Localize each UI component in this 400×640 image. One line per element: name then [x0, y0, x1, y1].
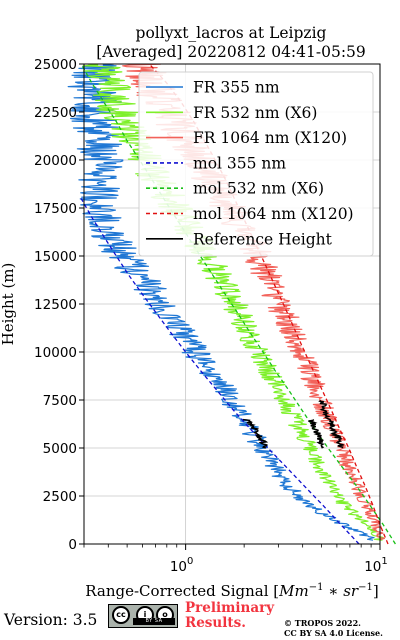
reference-height-segment — [318, 399, 344, 449]
y-axis-label: Height (m) — [0, 263, 17, 346]
cc-badge-label: BY SA — [133, 618, 175, 625]
x-tick-label: 101 — [364, 556, 388, 575]
copyright-line-2: CC BY SA 4.0 License. — [284, 627, 383, 638]
x-tick-label: 100 — [170, 556, 194, 575]
legend-label-mol-355-nm: mol 355 nm — [193, 154, 286, 172]
y-tick-label: 5000 — [43, 441, 77, 457]
legend-box — [138, 71, 374, 257]
series-line-mol-355-nm — [80, 198, 360, 545]
legend-label-fr-355-nm: FR 355 nm — [193, 79, 280, 97]
chart-title-line-2: [Averaged] 20220812 04:41-05:59 — [96, 43, 366, 61]
legend-label-reference-height: Reference Height — [193, 230, 333, 248]
copyright-line-1: © TROPOS 2022. — [284, 618, 361, 628]
preliminary-results-note: Preliminary Results. — [185, 601, 274, 631]
y-axis-ticks: 0 2500 5000 7500 10000 12500 15000 17500 20000 22… — [34, 57, 84, 553]
series-line-mol-532-nm-x6 — [80, 63, 396, 545]
chart: pollyxt_lacros at Leipzig [Averaged] 202… — [0, 24, 396, 600]
x-axis-label: Range-Corrected Signal [Mm−1 ∗ sr−1] — [85, 582, 378, 600]
y-tick-label: 0 — [68, 537, 77, 553]
legend-label-fr-1064-nm-x120: FR 1064 nm (X120) — [193, 129, 347, 147]
legend-label-mol-1064-nm-x120: mol 1064 nm (X120) — [193, 205, 354, 223]
legend-label-mol-532-nm-x6: mol 532 nm (X6) — [193, 180, 324, 198]
x-axis-label-prefix: Range-Corrected Signal [ — [85, 582, 279, 600]
y-tick-label: 15000 — [34, 249, 77, 265]
y-tick-label: 20000 — [34, 153, 77, 169]
legend: FR 355 nm FR 532 nm (X6) FR 1064 nm (X120)… — [138, 71, 374, 257]
x-axis-ticks: 100 101 — [83, 544, 388, 575]
cc-license-badge: cc i o BY SA — [108, 604, 178, 628]
series-line-mol-1064-nm-x120 — [148, 63, 389, 545]
y-tick-label: 17500 — [34, 201, 77, 217]
x-axis-label-unit-2: sr — [343, 582, 359, 600]
x-axis-label-exp-2: −1 — [358, 582, 373, 593]
x-axis-label-unit-1: Mm — [278, 582, 309, 600]
legend-label-fr-532-nm-x6: FR 532 nm (X6) — [193, 104, 317, 122]
reference-height-layer — [242, 399, 344, 449]
x-axis-label-suffix: ] — [373, 582, 379, 600]
y-tick-label: 10000 — [34, 345, 77, 361]
y-tick-label: 7500 — [43, 393, 77, 409]
preliminary-line-2: Results. — [185, 615, 246, 631]
y-tick-label: 2500 — [43, 489, 77, 505]
series-line-fr-355-nm — [67, 63, 375, 541]
copyright-note: © TROPOS 2022. CC BY SA 4.0 License. — [284, 618, 383, 638]
cc-icon: cc — [112, 606, 130, 624]
reference-height-segment — [308, 419, 325, 449]
x-axis-label-exp-1: −1 — [309, 582, 324, 593]
reference-height-segment — [242, 418, 269, 449]
x-axis-label-mid: ∗ — [324, 582, 344, 600]
y-tick-label: 12500 — [34, 297, 77, 313]
y-tick-label: 25000 — [34, 57, 77, 73]
preliminary-line-1: Preliminary — [185, 600, 275, 616]
y-tick-label: 22500 — [34, 105, 77, 121]
chart-title-line-1: pollyxt_lacros at Leipzig — [136, 24, 327, 42]
version-label: Version: 3.5 — [4, 611, 98, 629]
